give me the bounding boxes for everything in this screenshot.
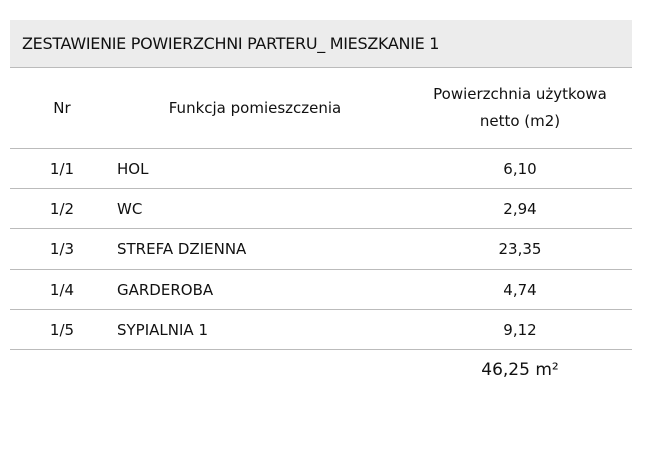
table-cell: 1/3 xyxy=(49,240,75,259)
table-row: 1/3 STREFA DZIENNA 23,35 xyxy=(10,228,632,269)
table-cell: STREFA DZIENNA xyxy=(117,240,247,259)
table-row: 1/5 SYPIALNIA 1 9,12 xyxy=(10,308,632,350)
total-area: 46,25 m² xyxy=(481,360,559,380)
header-cell: Nr xyxy=(53,98,71,117)
header-cell: Funkcja pomieszczenia xyxy=(168,98,342,117)
row-separator xyxy=(10,349,632,350)
table-cell: WC xyxy=(117,200,143,219)
table-cell: 1/1 xyxy=(49,160,75,178)
table-row: 1/2 WC 2,94 xyxy=(10,188,632,229)
table-cell: 9,12 xyxy=(503,320,537,339)
table-cell: GARDEROBA xyxy=(117,280,214,299)
table-cell: 2,94 xyxy=(503,200,537,219)
table-cell: 23,35 xyxy=(498,240,542,259)
table-cell: 1/4 xyxy=(49,280,75,299)
table-cell: HOL xyxy=(117,160,149,178)
table-cell: 1/5 xyxy=(49,320,75,339)
table-cell: SYPIALNIA 1 xyxy=(117,320,208,339)
table-row: 1/4 GARDEROBA 4,74 xyxy=(10,268,632,310)
table-title: ZESTAWIENIE POWIERZCHNI PARTERU_ MIESZKA… xyxy=(10,20,632,68)
table-cell: 1/2 xyxy=(49,200,75,219)
table-cell: 4,74 xyxy=(503,280,537,299)
header-cell: Powierzchnia użytkowa netto (m2) xyxy=(433,85,607,130)
table-cell: 6,10 xyxy=(503,160,537,178)
table-row: 1/1 HOL 6,10 xyxy=(10,148,632,189)
